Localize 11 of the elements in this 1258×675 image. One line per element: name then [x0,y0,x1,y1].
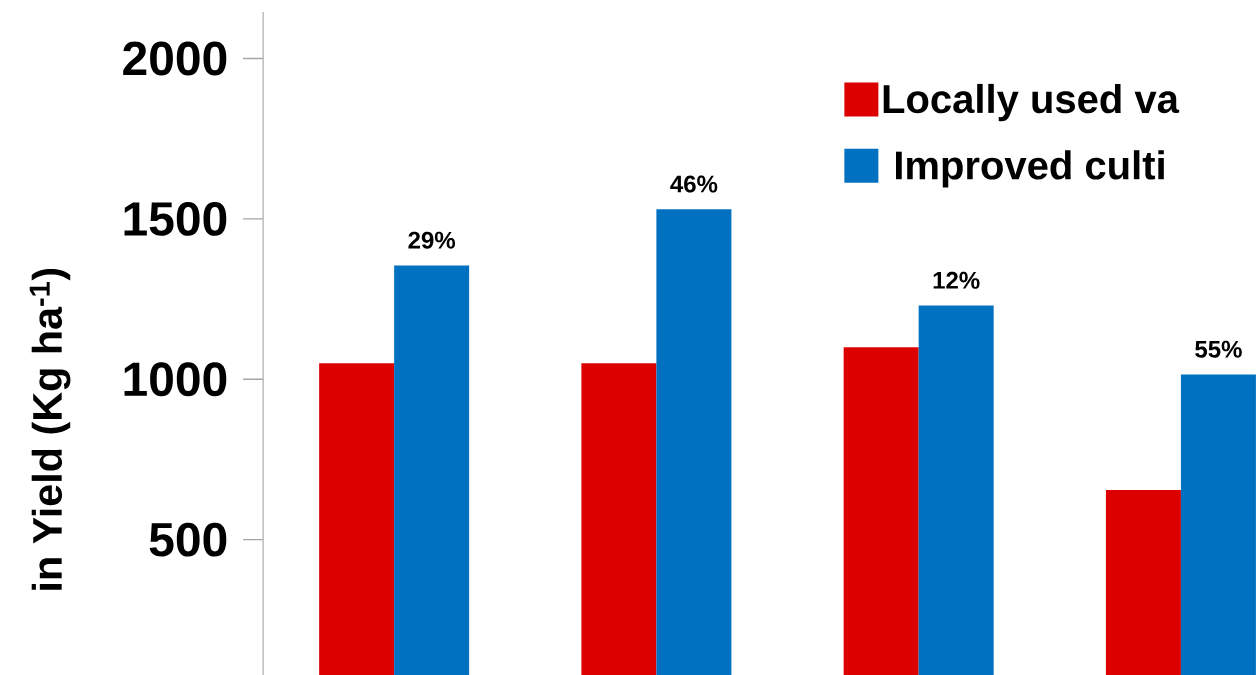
annotation: 12% [933,271,980,289]
y-tick-label: 1500 [124,201,227,236]
legend-label: Improved culti [895,150,1164,188]
y-tick-label: 500 [149,522,227,557]
legend-label: Locally used va [883,83,1180,122]
y-tick-label: 2000 [123,41,227,76]
y-axis-title: in Yield (Kg ha$^{-1}$) [29,268,71,590]
annotation: 29% [408,231,455,249]
y-tick-label: 1000 [124,362,227,397]
annotation: 55% [1195,340,1242,358]
annotation: 46% [670,175,718,193]
